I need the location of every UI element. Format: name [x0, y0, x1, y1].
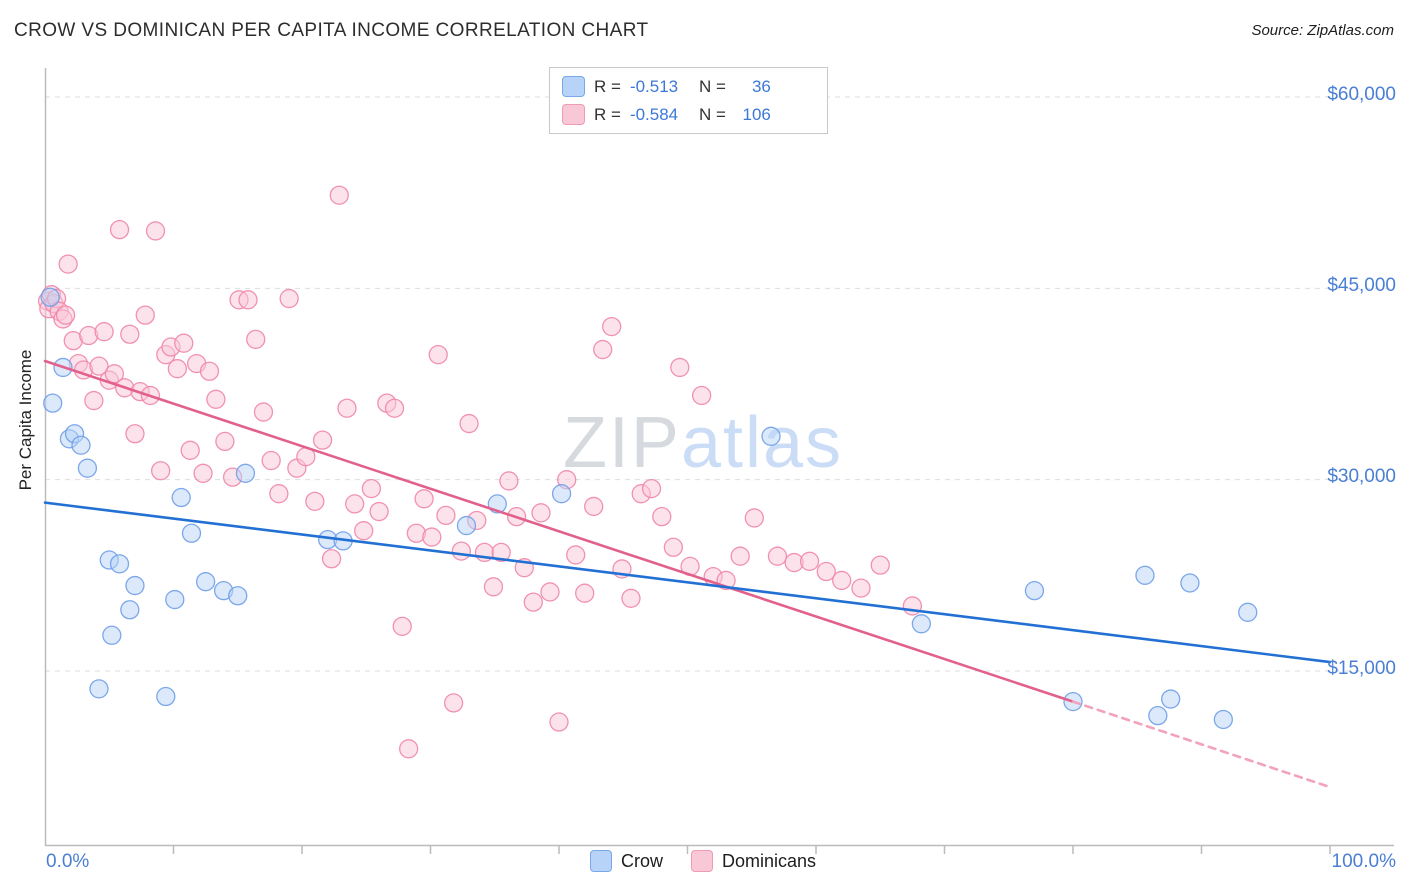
dominicans-swatch: [562, 104, 585, 125]
crow-n-value: 36: [751, 76, 771, 96]
dominicans-r-label: R =: [594, 104, 621, 124]
source-attribution: Source: ZipAtlas.com: [1251, 22, 1394, 39]
dominicans-legend-swatch: [690, 850, 713, 872]
dominicans-n-value: 106: [742, 104, 771, 124]
crow-swatch: [562, 76, 585, 97]
legend-item-dominicans: Dominicans: [690, 850, 817, 872]
legend-item-crow: Crow: [589, 850, 663, 872]
correlation-legend: R = -0.513 N = 36 R = -0.584 N = 106: [549, 67, 828, 134]
x-tick-label-100: 100.0%: [1331, 851, 1396, 872]
y-axis-label: Per Capita Income: [16, 349, 35, 491]
legend-row-dominicans: R = -0.584 N = 106: [562, 104, 815, 125]
crow-legend-swatch: [589, 850, 612, 872]
dominicans-r-value: -0.584: [629, 104, 679, 124]
y-tick-label-60000: $60,000: [1327, 84, 1396, 105]
y-tick-label-15000: $15,000: [1327, 658, 1396, 679]
page-title: CROW VS DOMINICAN PER CAPITA INCOME CORR…: [14, 20, 649, 41]
y-tick-label-30000: $30,000: [1327, 466, 1396, 487]
x-tick-label-0: 0.0%: [46, 851, 90, 872]
dominicans-legend-label: Dominicans: [721, 850, 817, 871]
series-legend: Crow Dominicans: [0, 850, 1406, 872]
crow-r-label: R =: [594, 76, 621, 96]
legend-row-crow: R = -0.513 N = 36: [562, 76, 815, 97]
crow-n-label: N =: [698, 76, 726, 96]
y-tick-label-45000: $45,000: [1327, 275, 1396, 296]
crow-legend-label: Crow: [620, 850, 663, 871]
dominicans-n-label: N =: [698, 104, 726, 124]
crow-r-value: -0.513: [629, 76, 679, 96]
